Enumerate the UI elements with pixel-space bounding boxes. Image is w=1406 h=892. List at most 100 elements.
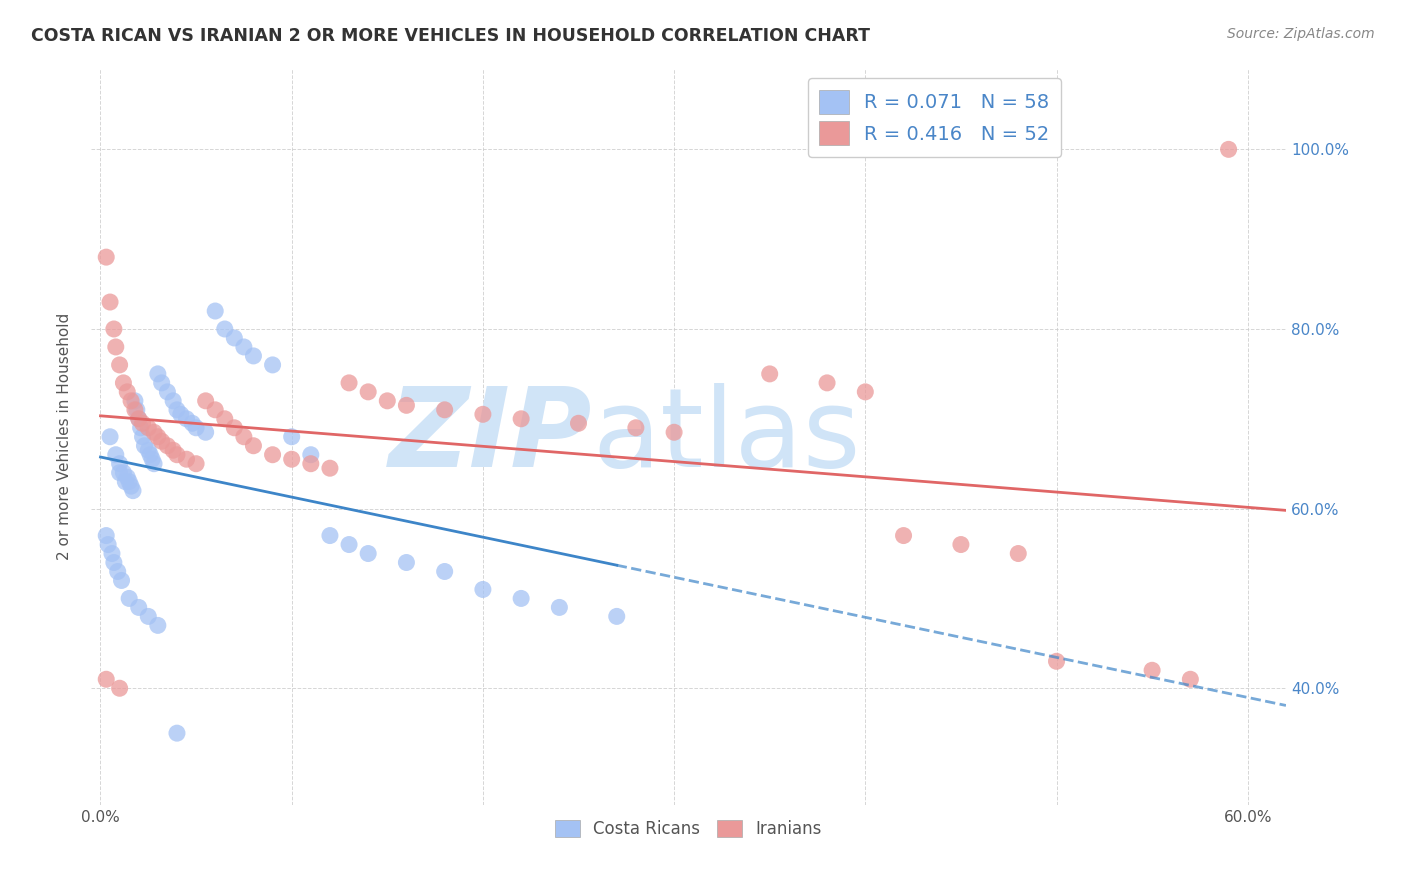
Point [104,448,127,462]
Point [162,443,184,458]
Point [181,417,204,431]
Point [242,349,264,363]
Point [853,384,876,399]
Point [1180,673,1202,687]
Point [143,425,166,440]
Point [224,331,246,345]
Point [1218,142,1240,156]
Point [357,547,380,561]
Point [96,250,118,264]
Point [170,407,193,421]
Point [136,443,159,458]
Point [337,537,360,551]
Point [471,582,494,597]
Point [112,466,135,480]
Point [96,528,118,542]
Point [232,340,254,354]
Point [395,398,418,412]
Point [204,304,226,318]
Point [299,457,322,471]
Text: ZIP: ZIP [389,384,593,491]
Point [131,417,153,431]
Point [96,673,118,687]
Point [510,412,533,426]
Point [108,466,131,480]
Point [280,452,302,467]
Point [433,402,456,417]
Point [214,412,236,426]
Point [280,430,302,444]
Point [758,367,780,381]
Point [114,475,136,489]
Point [156,384,179,399]
Y-axis label: 2 or more Vehicles in Household: 2 or more Vehicles in Household [58,313,72,560]
Point [194,425,217,440]
Point [120,393,142,408]
Point [606,609,628,624]
Point [131,430,153,444]
Point [98,430,121,444]
Point [1140,663,1163,677]
Point [146,367,169,381]
Point [128,412,150,426]
Point [893,528,915,542]
Point [176,452,198,467]
Point [433,565,456,579]
Point [128,600,150,615]
Point [128,412,150,426]
Point [118,475,141,489]
Point [567,417,589,431]
Point [624,421,647,435]
Point [118,591,141,606]
Point [232,430,254,444]
Point [262,358,284,372]
Point [510,591,533,606]
Text: atlas: atlas [593,384,862,491]
Point [224,421,246,435]
Point [104,340,127,354]
Point [357,384,380,399]
Point [471,407,494,421]
Point [117,470,139,484]
Point [117,384,139,399]
Point [299,448,322,462]
Point [162,393,184,408]
Point [112,376,135,390]
Point [548,600,571,615]
Point [319,528,342,542]
Point [120,479,142,493]
Point [129,421,152,435]
Point [108,681,131,696]
Point [815,376,838,390]
Point [184,457,207,471]
Point [143,457,166,471]
Point [375,393,398,408]
Point [146,618,169,632]
Point [125,402,148,417]
Point [1045,654,1067,668]
Point [150,434,173,449]
Point [124,402,146,417]
Point [150,376,173,390]
Point [395,556,418,570]
Point [146,430,169,444]
Point [319,461,342,475]
Point [1007,547,1029,561]
Point [134,439,156,453]
Point [166,448,188,462]
Point [110,574,132,588]
Point [108,358,131,372]
Point [156,439,179,453]
Point [101,547,124,561]
Point [122,483,145,498]
Point [103,322,125,336]
Text: COSTA RICAN VS IRANIAN 2 OR MORE VEHICLES IN HOUSEHOLD CORRELATION CHART: COSTA RICAN VS IRANIAN 2 OR MORE VEHICLE… [31,27,870,45]
Point [108,457,131,471]
Point [166,402,188,417]
Point [166,726,188,740]
Point [98,295,121,310]
Point [214,322,236,336]
Point [141,452,163,467]
Legend: Costa Ricans, Iranians: Costa Ricans, Iranians [548,813,828,845]
Point [139,448,162,462]
